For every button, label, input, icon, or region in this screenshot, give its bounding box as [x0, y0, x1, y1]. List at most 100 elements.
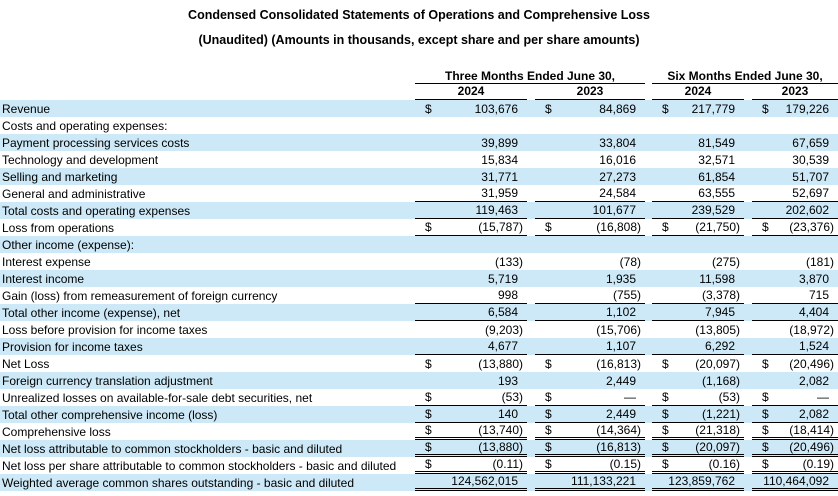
column-gap: [527, 134, 535, 151]
cell-value: 110,464,092: [763, 474, 829, 488]
table-row: Net loss attributable to common stockhol…: [0, 440, 838, 457]
column-gap: [645, 100, 652, 117]
currency-symbol: $: [662, 423, 669, 437]
value-cell: 81,549: [652, 134, 744, 151]
value-cell: $ (21,318): [652, 423, 744, 440]
value-cell: 32,571: [652, 151, 744, 168]
value-cell: $ (20,496): [752, 440, 838, 457]
cell-value: —: [817, 390, 829, 404]
cell-value: 2,082: [798, 407, 829, 421]
value-cell: [752, 117, 838, 134]
cell-value: (21,318): [695, 423, 740, 437]
cell-value: (16,808): [596, 220, 641, 234]
value-cell: $ (15,787): [415, 219, 527, 236]
row-label: Other income (expense):: [2, 237, 135, 252]
currency-symbol: $: [762, 220, 769, 234]
column-gap: [744, 134, 752, 151]
cell-value: 140: [497, 407, 518, 421]
cell-value: (20,496): [789, 440, 834, 454]
currency-symbol: $: [545, 101, 552, 116]
cell-value: 63,555: [698, 186, 735, 200]
value-cell: 16,016: [535, 151, 645, 168]
currency-symbol: $: [425, 457, 432, 471]
table-row: Unrealized losses on available-for-sale …: [0, 389, 838, 406]
value-cell: (3,378): [652, 287, 744, 304]
currency-symbol: $: [545, 390, 552, 404]
table-row: Costs and operating expenses:: [0, 117, 838, 134]
table-row: Payment processing services costs 39,899 3…: [0, 134, 838, 151]
value-cell: (15,706): [535, 321, 645, 338]
value-cell: $ (0.19): [752, 457, 838, 474]
column-gap: [744, 117, 752, 134]
cell-value: (181): [805, 254, 834, 269]
cell-value: 3,870: [798, 271, 829, 286]
currency-symbol: $: [662, 220, 669, 234]
row-label: Payment processing services costs: [2, 135, 190, 150]
cell-value: (9,203): [484, 322, 523, 337]
cell-value: 123,859,762: [668, 474, 735, 488]
value-cell: 6,292: [652, 338, 744, 355]
cell-value: 179,226: [785, 101, 829, 116]
value-cell: [415, 117, 527, 134]
value-cell: $ —: [752, 389, 838, 406]
cell-value: 4,404: [798, 305, 829, 319]
column-gap: [645, 117, 652, 134]
column-gap: [744, 321, 752, 338]
cell-value: 1,935: [605, 271, 636, 286]
value-cell: (13,805): [652, 321, 744, 338]
cell-value: 119,463: [475, 203, 519, 217]
value-cell: (78): [535, 253, 645, 270]
value-cell: [535, 236, 645, 253]
cell-value: 51,707: [792, 169, 829, 184]
cell-value: (755): [612, 288, 641, 302]
cell-value: (0.15): [609, 457, 641, 471]
table-row: Interest expense (133) (78) (275) (181): [0, 253, 838, 270]
cell-value: 24,584: [599, 186, 636, 200]
cell-value: 124,562,015: [451, 474, 518, 488]
column-gap: [744, 236, 752, 253]
value-cell: $ (16,813): [535, 355, 645, 372]
cell-value: 31,959: [481, 186, 518, 200]
column-gap: [744, 185, 752, 202]
cell-value: (53): [501, 390, 523, 404]
column-gap: [645, 423, 652, 440]
cell-value: 2,449: [605, 373, 636, 388]
currency-symbol: $: [762, 356, 769, 371]
value-cell: $ (23,376): [752, 219, 838, 236]
value-cell: 11,598: [652, 270, 744, 287]
cell-value: 39,899: [481, 135, 518, 150]
value-cell: [535, 117, 645, 134]
cell-value: 52,697: [792, 186, 829, 200]
value-cell: 63,555: [652, 185, 744, 202]
cell-value: 1,524: [798, 339, 829, 353]
table-row: Loss before provision for income taxes (9…: [0, 321, 838, 338]
value-cell: (18,972): [752, 321, 838, 338]
column-gap: [744, 355, 752, 372]
column-gap: [527, 236, 535, 253]
value-cell: [415, 236, 527, 253]
table-row: Technology and development 15,834 16,016 32…: [0, 151, 838, 168]
currency-symbol: $: [762, 423, 769, 437]
column-gap: [645, 287, 652, 304]
value-cell: $ (53): [652, 389, 744, 406]
value-cell: $ (21,750): [652, 219, 744, 236]
column-gap: [645, 372, 652, 389]
value-cell: 1,107: [535, 338, 645, 355]
cell-value: (21,750): [695, 220, 740, 234]
currency-symbol: $: [425, 407, 432, 421]
cell-value: 30,539: [792, 152, 829, 167]
column-gap: [527, 287, 535, 304]
cell-value: 4,677: [487, 339, 518, 353]
value-cell: 61,854: [652, 168, 744, 185]
table-row: General and administrative 31,959 24,584 63…: [0, 185, 838, 202]
cell-value: 1,107: [605, 339, 636, 353]
table-row: Revenue $103,676 $84,869 $217,779 $179,226: [0, 100, 838, 117]
column-gap: [645, 304, 652, 321]
table-row: Total other comprehensive income (loss) $…: [0, 406, 838, 423]
value-cell: (133): [415, 253, 527, 270]
cell-value: 6,292: [704, 339, 735, 353]
cell-value: 1,102: [605, 305, 636, 319]
row-label: Provision for income taxes: [2, 339, 143, 354]
column-gap: [645, 202, 652, 219]
value-cell: $ (1,221): [652, 406, 744, 423]
